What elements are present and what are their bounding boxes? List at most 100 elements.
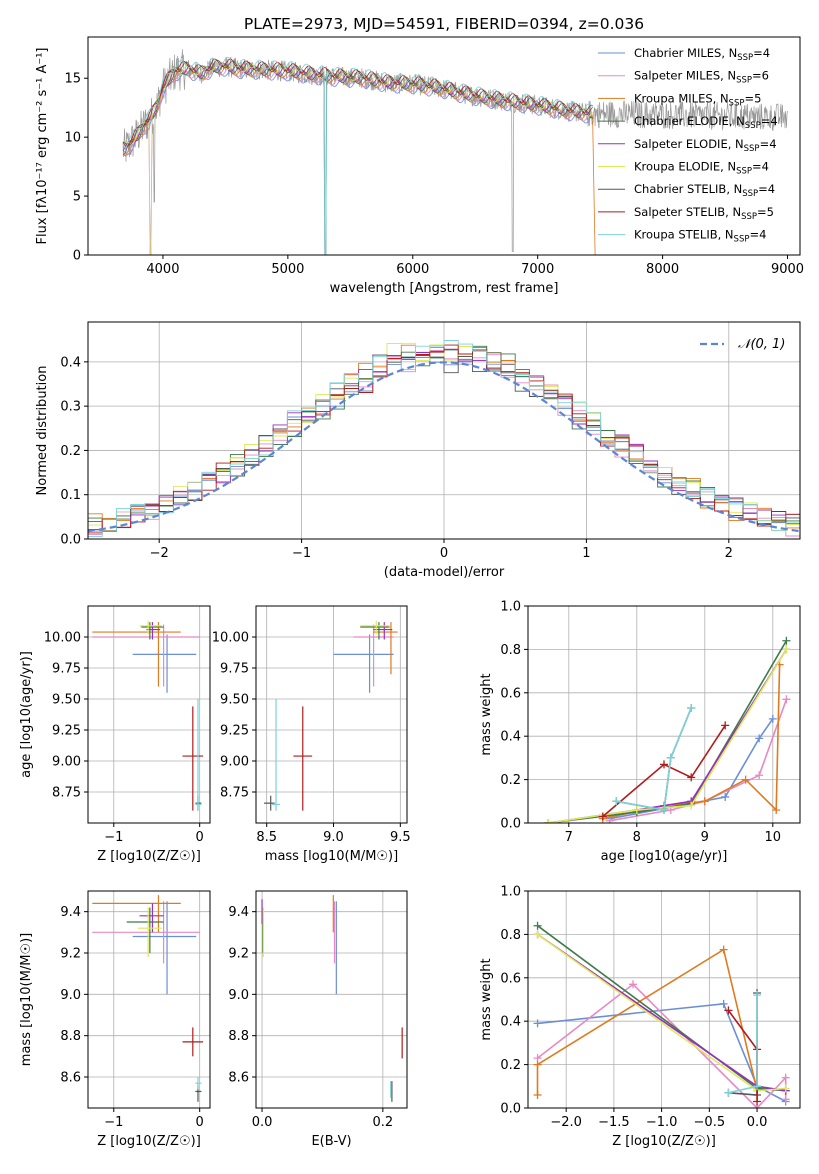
series-marker-salp_stelib [721, 721, 730, 730]
x-tick-label: 0 [196, 830, 204, 845]
panel-weight_vs_age: 7 8 9 10 0.0 0.2 0.4 0.6 0.8 1.0 age [log10(age/yr… [479, 600, 801, 864]
series-marker-chab_elodie [782, 636, 791, 645]
x-tick-label: 2 [725, 546, 733, 561]
x-tick-label: −1.5 [598, 1115, 630, 1130]
plot-area [544, 636, 791, 823]
y-tick-label: 0.8 [500, 928, 521, 943]
series-line-krou_miles [602, 664, 781, 820]
legend-label-chab_stelib: Chabrier STELIB, NSSP=4 [634, 182, 775, 199]
series-line-salp_stelib [602, 724, 726, 818]
axes-frame [87, 890, 211, 1109]
series-marker-chab_miles [533, 1019, 542, 1028]
y-tick-label: 10.00 [44, 631, 81, 646]
series-marker-chab_miles [768, 714, 777, 723]
errorbar-point-krou_elodie [139, 620, 162, 635]
series-marker-salp_stelib [687, 773, 696, 782]
y-tick-label: 8.75 [220, 786, 249, 801]
errorbar-point-chab_miles [132, 901, 197, 995]
y-tick-label: 0.3 [60, 400, 81, 415]
y-tick-label: 9.4 [60, 905, 81, 920]
y-tick-label: 0.4 [500, 1015, 521, 1030]
errorbar-point-salp_stelib [293, 706, 313, 811]
series-marker-chab_miles [719, 999, 728, 1008]
y-tick-label: 8.6 [228, 1071, 249, 1086]
x-tick-label: −1.0 [646, 1115, 678, 1130]
legend-label-krou_miles: Kroupa MILES, NSSP=5 [634, 91, 761, 108]
errorbar-point-chab_miles [333, 634, 394, 693]
y-tick-label: 9.75 [52, 662, 81, 677]
series-marker-krou_miles [719, 945, 728, 954]
series-marker-salp_miles [755, 771, 764, 780]
legend-label-krou_stelib: Kroupa STELIB, NSSP=4 [634, 228, 766, 245]
y-tick-label: 0.1 [60, 488, 81, 503]
x-tick-label: −0.5 [694, 1115, 726, 1130]
x-tick-label: −2 [150, 546, 169, 561]
errorbar-point-krou_miles [92, 895, 181, 933]
y-tick-label: 0.8 [500, 643, 521, 658]
y-tick-label: 0.2 [500, 1058, 521, 1073]
x-tick-label: 0.0 [252, 1115, 273, 1130]
axes-frame [87, 36, 801, 256]
y-tick-label: 9.2 [60, 947, 81, 962]
x-tick-label: 8.5 [256, 830, 277, 845]
series-marker-krou_elodie [782, 645, 791, 654]
x-axis-label: (data-model)/error [384, 565, 505, 580]
errorbar-point-salp_miles [92, 624, 200, 687]
series-marker-chab_miles [721, 792, 730, 801]
model-line-krou_stelib [122, 56, 593, 255]
errorbar-point-salp_elodie [139, 903, 164, 933]
x-axis-label: wavelength [Angstrom, rest frame] [330, 281, 559, 296]
x-tick-label: −2.0 [550, 1115, 582, 1130]
y-tick-label: 9.00 [52, 755, 81, 770]
x-axis-label: mass [log10(M/M☉)] [265, 849, 398, 864]
y-tick-label: 9.4 [228, 905, 249, 920]
series-marker-salp_miles [605, 816, 614, 823]
x-tick-label: 7 [565, 830, 573, 845]
y-axis-label: Flux [fλ10⁻¹⁷ erg cm⁻² s⁻¹ A⁻¹] [35, 48, 50, 245]
model-line-chab_miles [122, 68, 593, 155]
model-line-krou_miles [122, 65, 596, 255]
y-tick-label: 0 [73, 249, 81, 264]
errorbar-point-krou_stelib [272, 699, 281, 811]
model-line-krou_elodie [122, 60, 593, 255]
errorbar-point-salp_miles [92, 901, 200, 964]
x-tick-label: 5000 [271, 262, 304, 277]
y-tick-label: 0.4 [60, 355, 81, 370]
x-tick-label: −1 [292, 546, 311, 561]
x-axis-label: Z [log10(Z/Z☉)] [97, 849, 201, 864]
y-tick-label: 0.6 [500, 686, 521, 701]
figure-title: PLATE=2973, MJD=54591, FIBERID=0394, z=0… [244, 15, 644, 33]
series-marker-krou_stelib [660, 805, 668, 814]
x-tick-label: 8 [633, 830, 641, 845]
y-axis-label: mass weight [479, 958, 494, 1040]
errorbar-point-krou_elodie [360, 620, 390, 635]
series-marker-krou_stelib [687, 703, 696, 712]
errorbar-point-chab_miles [132, 634, 197, 693]
y-tick-label: 8.8 [228, 1029, 249, 1044]
series-marker-krou_stelib [612, 797, 621, 806]
y-axis-label: mass weight [479, 673, 494, 755]
y-tick-label: 0.0 [500, 1102, 521, 1117]
x-tick-label: 7000 [521, 262, 554, 277]
histogram-krou_stelib [88, 340, 800, 537]
x-tick-label: 6000 [396, 262, 429, 277]
plot-area [533, 921, 790, 1108]
x-tick-label: −1 [104, 830, 123, 845]
y-tick-label: 0.0 [500, 817, 521, 832]
model-line-chab_stelib [122, 59, 593, 255]
y-tick-label: 15 [64, 72, 81, 87]
series-marker-salp_stelib [753, 1097, 762, 1106]
series-marker-krou_elodie [632, 805, 641, 814]
x-axis-label: age [log10(age/yr)] [601, 849, 728, 864]
plot-area [122, 49, 788, 255]
legend-label-krou_elodie: Kroupa ELODIE, NSSP=4 [634, 160, 769, 177]
panel-age_vs_mass: 8.5 9.0 9.5 8.75 9.00 9.25 9.50 9.75 10.00 mass [… [212, 605, 411, 864]
y-tick-label: 10.00 [212, 631, 249, 646]
panel-age_vs_Z: −1 0 8.75 9.00 9.25 9.50 9.75 10.00 Z [log10(Z/Z… [19, 605, 211, 864]
x-tick-label: 9.0 [323, 830, 344, 845]
series-marker-krou_miles [700, 797, 709, 806]
series-marker-salp_miles [781, 1095, 790, 1104]
series-marker-salp_stelib [660, 760, 668, 769]
axes-frame [255, 605, 408, 824]
